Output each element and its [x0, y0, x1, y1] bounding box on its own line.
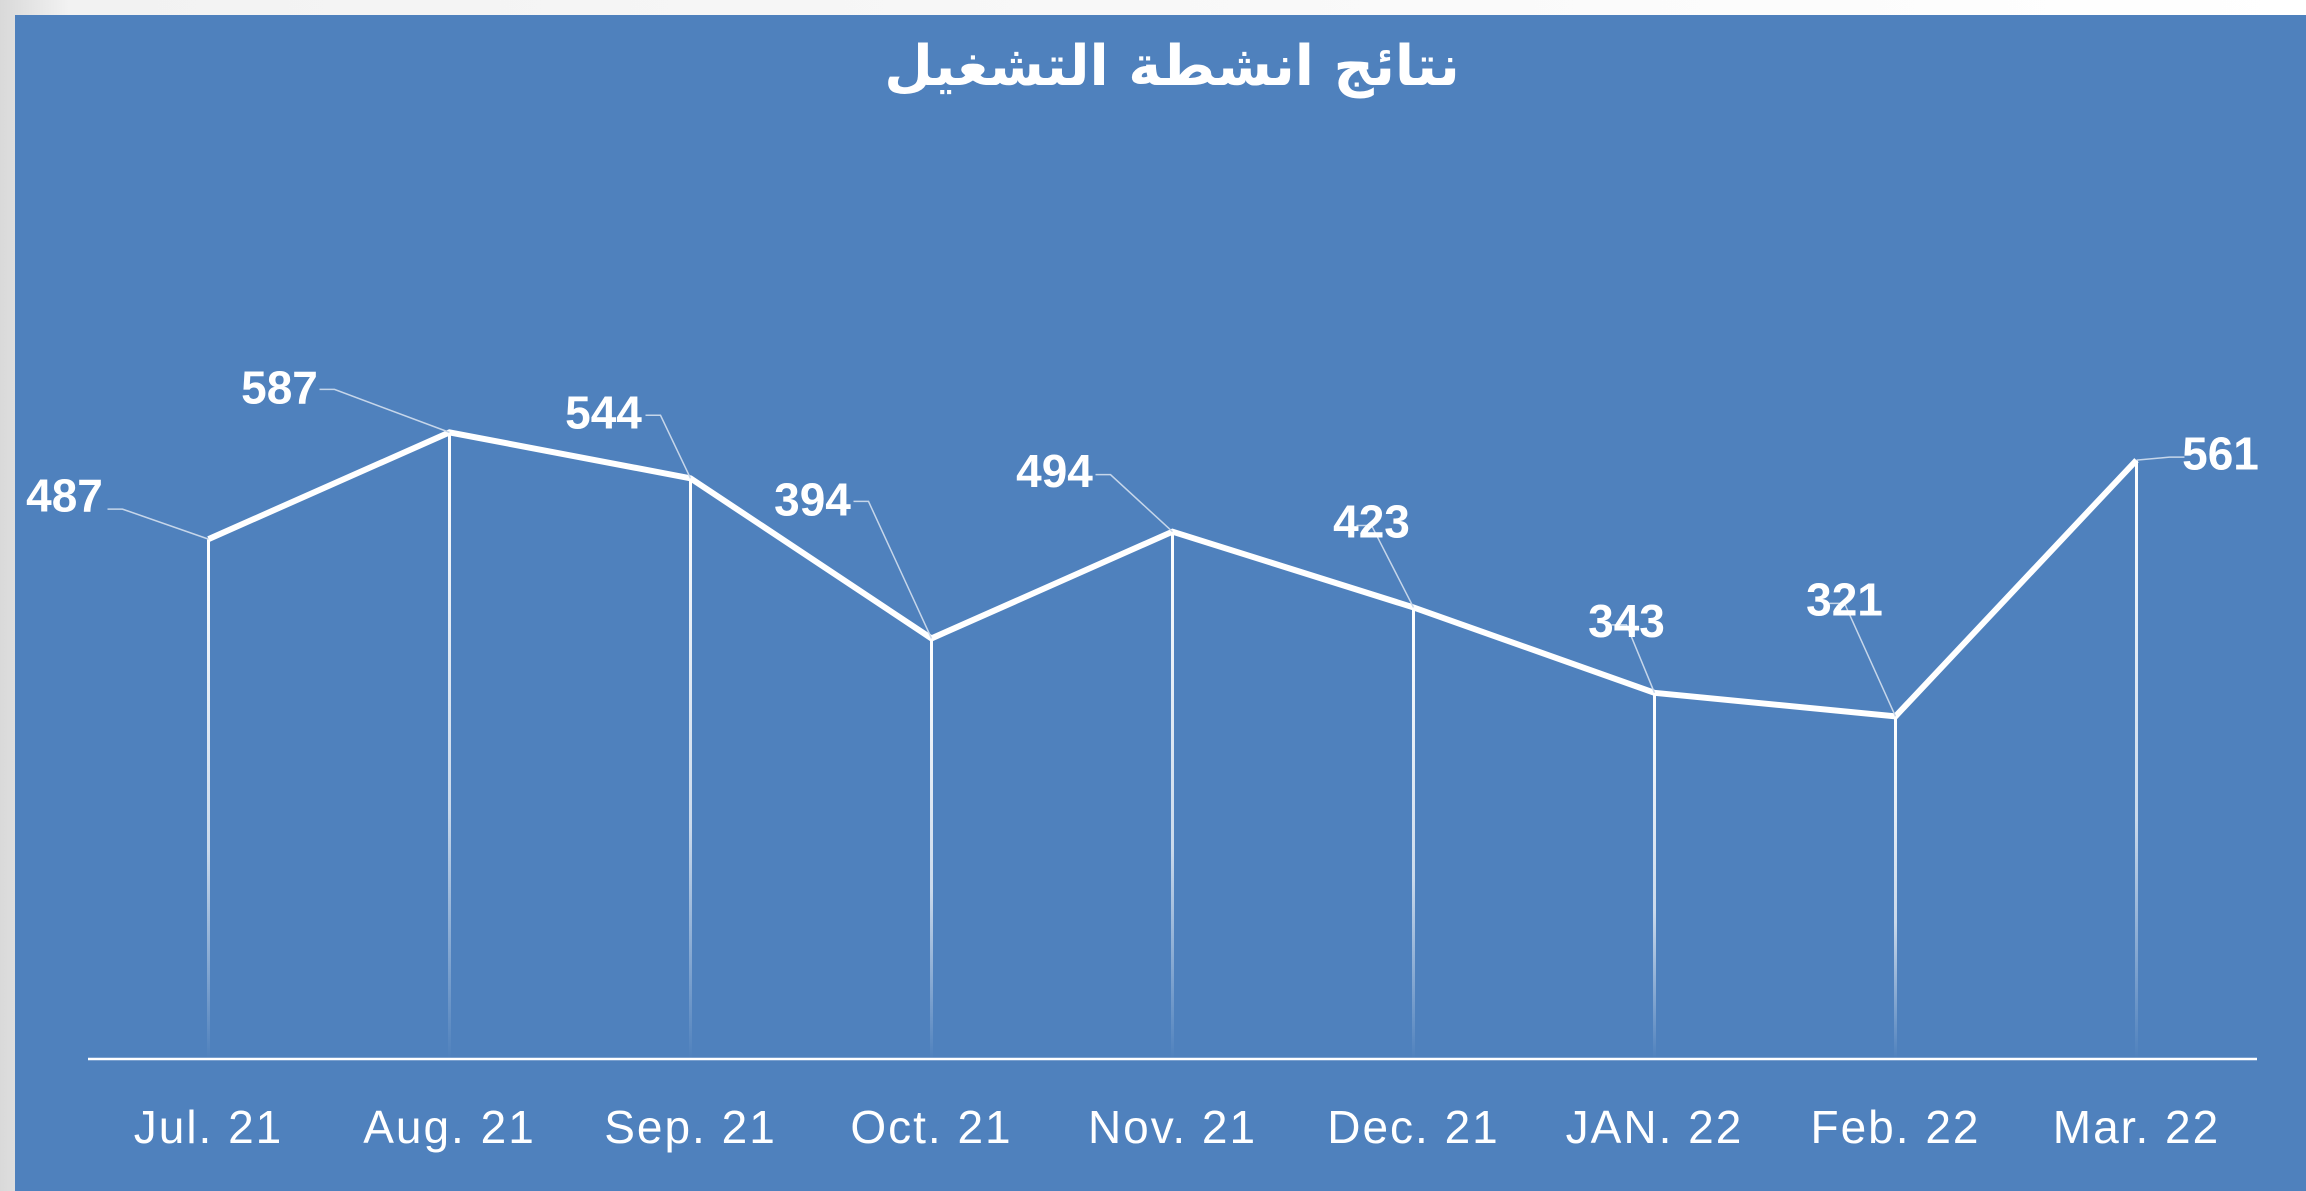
drop-line: [1412, 607, 1415, 1059]
x-tick-label: Nov. 21: [1088, 1101, 1257, 1153]
leader-line: [1095, 473, 1174, 533]
data-label: 343: [1588, 595, 1665, 647]
data-label: 423: [1333, 496, 1410, 548]
data-label: 394: [774, 474, 851, 526]
x-tick-label: Aug. 21: [363, 1101, 536, 1153]
leader-line: [645, 414, 692, 479]
leader-line: [319, 388, 450, 434]
chart-title: نتائج انشطة التشغيل: [884, 34, 1460, 99]
data-label: 587: [241, 362, 318, 414]
leader-line: [2136, 456, 2185, 461]
data-label: 321: [1806, 573, 1883, 625]
drop-line: [1653, 692, 1656, 1059]
data-label: 544: [565, 386, 642, 438]
x-tick-label: JAN. 22: [1566, 1101, 1744, 1153]
x-tick-label: Jul. 21: [134, 1101, 284, 1153]
leader-line: [107, 508, 209, 540]
x-tick-label: Feb. 22: [1811, 1101, 1981, 1153]
drop-line: [2135, 460, 2138, 1059]
drop-line: [1171, 531, 1174, 1059]
leader-line: [1356, 524, 1415, 608]
leader-line: [1829, 602, 1897, 717]
drop-line: [1894, 716, 1897, 1059]
data-label: 487: [26, 469, 103, 521]
leader-line: [853, 500, 933, 639]
data-label: 494: [1016, 445, 1093, 497]
drop-line: [207, 539, 210, 1059]
x-tick-label: Oct. 21: [850, 1101, 1012, 1153]
leader-line: [1611, 624, 1656, 694]
x-tick-label: Dec. 21: [1327, 1101, 1500, 1153]
drop-line: [448, 432, 451, 1059]
drop-line: [689, 478, 692, 1059]
drop-line: [930, 638, 933, 1059]
data-label: 561: [2182, 427, 2259, 479]
x-tick-label: Mar. 22: [2053, 1101, 2220, 1153]
x-tick-label: Sep. 21: [604, 1101, 777, 1153]
chart-background: [15, 15, 2306, 1191]
